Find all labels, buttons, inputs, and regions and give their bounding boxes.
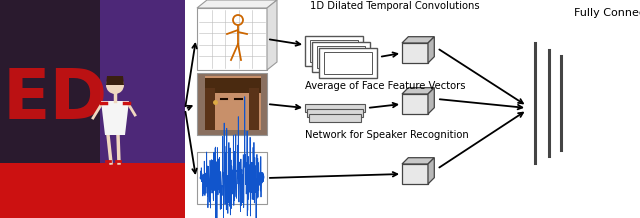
Bar	[309, 114, 361, 122]
Bar	[197, 73, 267, 135]
Text: Average of Face Feature Vectors: Average of Face Feature Vectors	[305, 81, 465, 91]
Polygon shape	[402, 37, 435, 43]
Polygon shape	[402, 88, 435, 94]
Polygon shape	[428, 37, 435, 63]
Bar	[310, 40, 358, 62]
Polygon shape	[402, 43, 428, 63]
Bar	[197, 152, 267, 204]
Polygon shape	[0, 163, 185, 218]
Text: ED: ED	[3, 66, 108, 133]
Bar	[205, 78, 261, 93]
Circle shape	[106, 76, 124, 94]
Bar	[205, 76, 261, 130]
Bar	[312, 42, 370, 72]
Bar	[324, 52, 372, 74]
Polygon shape	[100, 0, 185, 163]
Text: Network for Speaker Recognition: Network for Speaker Recognition	[305, 130, 468, 140]
Bar	[319, 48, 377, 78]
Bar	[197, 8, 267, 70]
Text: 1D Dilated Temporal Convolutions: 1D Dilated Temporal Convolutions	[310, 1, 479, 11]
Polygon shape	[197, 0, 277, 8]
Polygon shape	[101, 101, 129, 135]
Polygon shape	[402, 164, 428, 184]
Bar	[305, 104, 365, 112]
Bar	[205, 88, 215, 130]
Bar	[307, 109, 363, 117]
Polygon shape	[428, 158, 435, 184]
Bar	[249, 88, 259, 130]
Polygon shape	[402, 94, 428, 114]
Bar	[305, 36, 363, 66]
Polygon shape	[428, 88, 435, 114]
Bar	[317, 46, 365, 68]
Polygon shape	[106, 76, 124, 85]
Text: Fully Connected: Fully Connected	[574, 8, 640, 18]
Bar	[0, 0, 185, 218]
Polygon shape	[402, 158, 435, 164]
Polygon shape	[267, 0, 277, 70]
